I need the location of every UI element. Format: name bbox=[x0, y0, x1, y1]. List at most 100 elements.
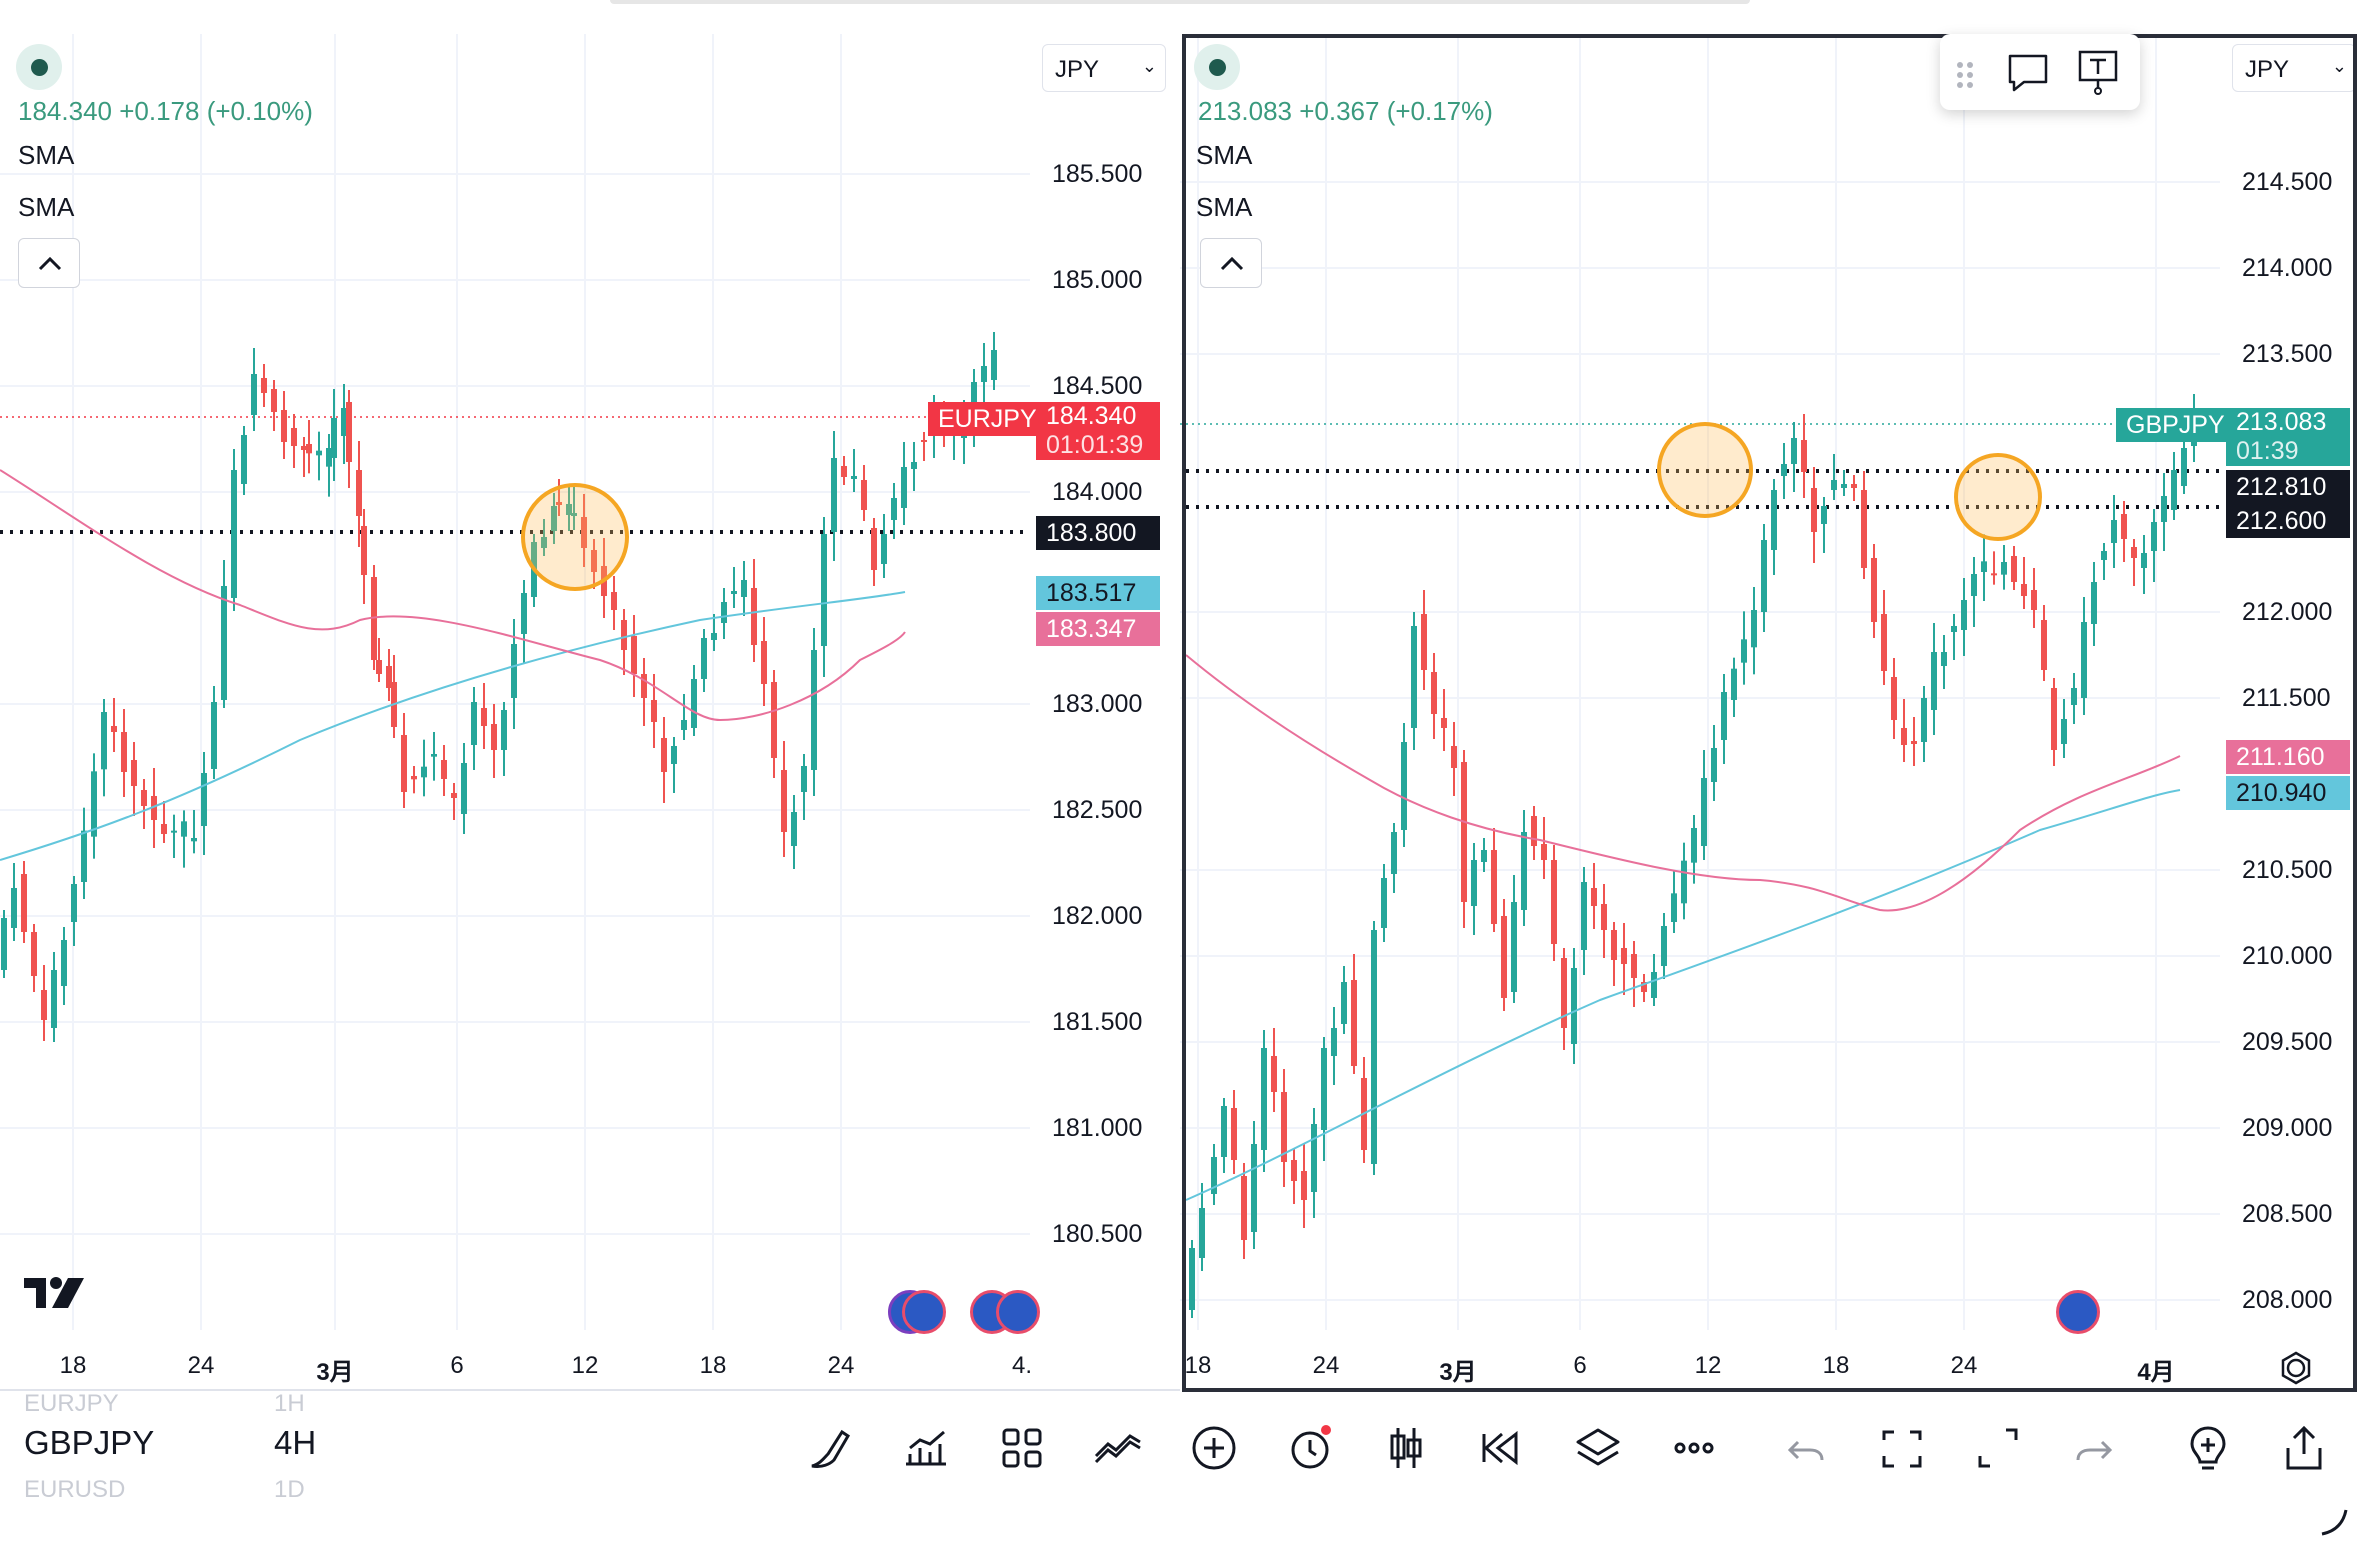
candle bbox=[71, 884, 77, 922]
eu-event-icon[interactable] bbox=[902, 1290, 946, 1334]
candle bbox=[871, 528, 877, 570]
candle bbox=[991, 350, 997, 380]
candle bbox=[2121, 514, 2127, 539]
add-icon[interactable] bbox=[1186, 1420, 1242, 1476]
candle bbox=[441, 760, 447, 779]
price-axis-label: 183.000 bbox=[1052, 690, 1143, 718]
share-icon[interactable] bbox=[2276, 1420, 2332, 1476]
candle bbox=[571, 513, 577, 516]
candle bbox=[1351, 980, 1357, 1066]
candle bbox=[1, 918, 7, 970]
sma-label-1[interactable]: SMA bbox=[18, 140, 75, 170]
candle bbox=[1731, 668, 1737, 700]
text-tool-icon[interactable] bbox=[2074, 48, 2122, 96]
candle bbox=[1901, 728, 1907, 745]
candle bbox=[471, 702, 477, 745]
replay-icon[interactable] bbox=[1474, 1420, 1530, 1476]
sma-fast-line bbox=[0, 591, 906, 861]
candle bbox=[306, 444, 312, 454]
compare-icon[interactable] bbox=[1090, 1420, 1146, 1476]
candle bbox=[211, 702, 217, 769]
price-axis-label: 214.000 bbox=[2242, 254, 2333, 282]
candle bbox=[1431, 672, 1437, 714]
candle bbox=[651, 700, 657, 722]
sma-slow-tag: 183.347 bbox=[1036, 612, 1160, 646]
price-axis-label: 209.500 bbox=[2242, 1028, 2333, 1056]
top-drag-handle[interactable] bbox=[610, 0, 1750, 4]
chart-pane-gbpjpy[interactable]: 213.083 +0.367 (+0.17%) SMA SMA JPY ⌄ 21… bbox=[1180, 0, 2360, 1395]
alert-icon[interactable] bbox=[1282, 1420, 1338, 1476]
eu-event-icon[interactable] bbox=[996, 1290, 1040, 1334]
candle bbox=[221, 586, 227, 700]
chevron-down-icon: ⌄ bbox=[2331, 56, 2347, 76]
collapse-legend-button[interactable] bbox=[18, 238, 80, 288]
uk-event-icon[interactable] bbox=[2056, 1290, 2100, 1334]
chart-type-icon[interactable] bbox=[1378, 1420, 1434, 1476]
redo-icon[interactable] bbox=[2066, 1420, 2122, 1476]
candle bbox=[1451, 746, 1457, 768]
price-axis-label: 180.500 bbox=[1052, 1220, 1143, 1248]
candle bbox=[1991, 573, 1997, 576]
candle bbox=[1381, 878, 1387, 928]
settings-icon[interactable] bbox=[2278, 1350, 2314, 1391]
candle bbox=[1521, 832, 1527, 910]
candle bbox=[556, 502, 562, 505]
candle bbox=[1821, 506, 1827, 524]
currency-select[interactable]: JPY ⌄ bbox=[1042, 44, 1166, 92]
comment-icon[interactable] bbox=[2004, 48, 2052, 96]
price-axis-label: 181.000 bbox=[1052, 1114, 1143, 1142]
time-axis-label: 24 bbox=[1950, 1352, 1978, 1379]
time-axis-label: 12 bbox=[571, 1352, 599, 1379]
candle bbox=[661, 738, 667, 772]
candle bbox=[1921, 698, 1927, 742]
candle bbox=[421, 766, 427, 778]
gbpjpy-plot[interactable] bbox=[1180, 0, 2360, 1395]
candle bbox=[771, 682, 777, 758]
currency-select[interactable]: JPY ⌄ bbox=[2232, 44, 2356, 92]
candle bbox=[1861, 490, 1867, 568]
candle bbox=[1831, 480, 1837, 490]
candle bbox=[1951, 626, 1957, 632]
more-icon[interactable] bbox=[1666, 1420, 1722, 1476]
time-axis-label: 3月 bbox=[1439, 1359, 1477, 1386]
time-axis-label: 24 bbox=[187, 1352, 215, 1379]
candle bbox=[1651, 972, 1657, 998]
screenshot-icon[interactable] bbox=[1874, 1420, 1930, 1476]
candle bbox=[811, 650, 817, 770]
highlight-circle bbox=[521, 483, 629, 591]
sma-label-2[interactable]: SMA bbox=[18, 192, 75, 222]
sma-label-2[interactable]: SMA bbox=[1196, 192, 1253, 222]
candle bbox=[1391, 832, 1397, 874]
floating-drawing-toolbar[interactable] bbox=[1940, 34, 2140, 110]
price-axis-label: 212.000 bbox=[2242, 598, 2333, 626]
collapse-legend-button[interactable] bbox=[1200, 238, 1262, 288]
time-axis-label: 6 bbox=[450, 1352, 464, 1379]
candle bbox=[2001, 562, 2007, 575]
undo-icon[interactable] bbox=[1778, 1420, 1834, 1476]
chart-pane-eurjpy[interactable]: 184.340 +0.178 (+0.10%) SMA SMA JPY ⌄ 18… bbox=[0, 0, 1180, 1395]
resize-corner-icon[interactable] bbox=[2318, 1506, 2348, 1541]
layout-icon[interactable] bbox=[994, 1420, 1050, 1476]
fullscreen-icon[interactable] bbox=[1970, 1420, 2026, 1476]
candle bbox=[911, 462, 917, 469]
candle bbox=[1321, 1048, 1327, 1130]
price-axis-label: 213.500 bbox=[2242, 340, 2333, 368]
layers-icon[interactable] bbox=[1570, 1420, 1626, 1476]
candle bbox=[1189, 1248, 1195, 1310]
candle bbox=[11, 888, 17, 928]
sma-label-1[interactable]: SMA bbox=[1196, 140, 1253, 170]
eurjpy-plot[interactable] bbox=[0, 0, 1180, 1395]
lightbulb-icon[interactable] bbox=[2180, 1420, 2236, 1476]
candle bbox=[861, 480, 867, 510]
last-price-tag: 213.083 01:39 bbox=[2226, 408, 2350, 466]
sma-slow-tag: 211.160 bbox=[2226, 740, 2350, 774]
candle bbox=[1911, 741, 1917, 744]
candle bbox=[566, 504, 572, 515]
candle bbox=[316, 450, 322, 456]
indicators-icon[interactable] bbox=[898, 1420, 954, 1476]
candle bbox=[1801, 440, 1807, 472]
brush-icon[interactable] bbox=[802, 1420, 858, 1476]
candle bbox=[51, 970, 57, 1028]
candle bbox=[2031, 590, 2037, 610]
drag-handle-icon[interactable] bbox=[1954, 60, 1978, 90]
